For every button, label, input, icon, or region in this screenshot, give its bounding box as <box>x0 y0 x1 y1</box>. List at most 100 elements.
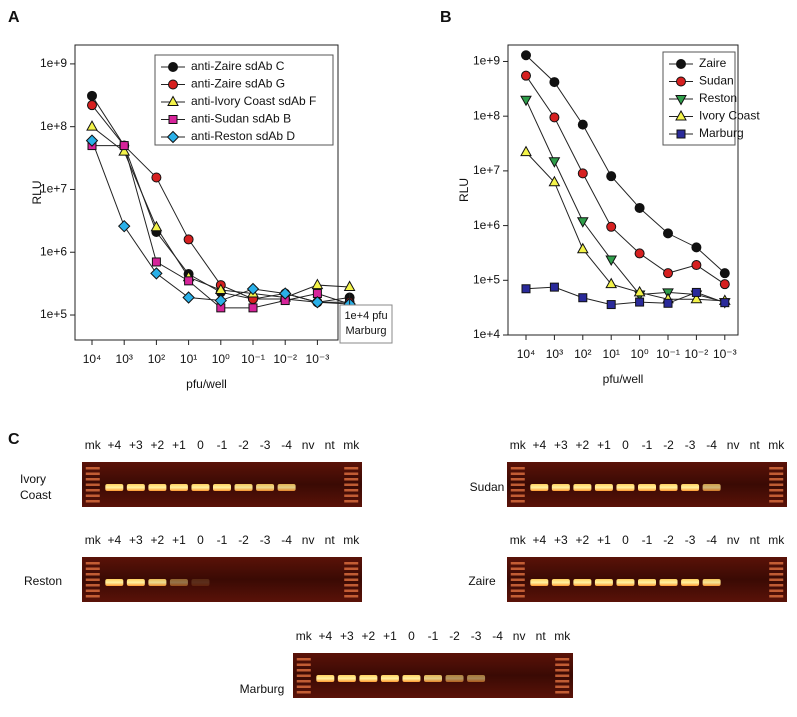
marker <box>246 282 260 296</box>
gel-band <box>573 484 592 491</box>
ladder-band <box>85 500 100 503</box>
marker <box>87 100 97 111</box>
lane-label: +3 <box>129 533 143 547</box>
ladder-band <box>85 483 100 486</box>
y-tick-label: 1e+8 <box>40 119 67 133</box>
gel-band <box>277 484 296 491</box>
marker <box>676 76 686 87</box>
gel-name: Ivory <box>20 472 46 486</box>
lane-label: -3 <box>685 438 696 452</box>
x-tick-label: 10⁻² <box>685 347 709 361</box>
ladder-band <box>85 467 100 470</box>
ladder-band <box>344 589 359 592</box>
x-tick-label: 10² <box>148 352 165 366</box>
ladder-band <box>85 478 100 481</box>
ladder-band <box>555 685 570 688</box>
ladder-band <box>85 595 100 598</box>
lane-label: mk <box>343 533 360 547</box>
gel-band <box>424 675 442 682</box>
lane-label: +4 <box>107 533 121 547</box>
y-tick-label: 1e+5 <box>473 272 500 286</box>
ladder-band <box>85 489 100 492</box>
ladder-band <box>85 589 100 592</box>
marker <box>675 95 687 106</box>
ladder-band <box>344 584 359 587</box>
ladder-band <box>85 567 100 570</box>
marker <box>719 279 730 290</box>
gel-band <box>659 579 678 586</box>
y-tick-label: 1e+9 <box>40 56 67 70</box>
y-tick-label: 1e+4 <box>473 327 500 341</box>
marker <box>182 291 195 304</box>
lane-label: -2 <box>449 629 460 643</box>
legend-label: anti-Zaire sdAb C <box>191 59 285 73</box>
marker <box>184 276 194 286</box>
lane-label: mk <box>768 533 785 547</box>
ladder-band <box>769 562 784 565</box>
gel-band <box>105 579 124 586</box>
ladder-band <box>296 674 311 677</box>
ladder-band <box>510 595 525 598</box>
lane-label: mk <box>296 629 313 643</box>
lane-label: nv <box>727 533 740 547</box>
gel-name: Coast <box>20 488 52 502</box>
gel-name: Marburg <box>240 682 285 696</box>
gel-band <box>316 675 335 682</box>
marker <box>719 268 730 279</box>
lane-label: -2 <box>238 533 249 547</box>
lane-label: nv <box>302 533 315 547</box>
ladder-band <box>296 669 311 672</box>
y-axis-title: RLU <box>30 180 44 204</box>
ladder-band <box>85 578 100 581</box>
lane-label: +3 <box>129 438 143 452</box>
x-tick-label: 10⁰ <box>631 347 649 361</box>
ladder-band <box>85 584 100 587</box>
lane-label: mk <box>554 629 571 643</box>
marker <box>86 120 98 131</box>
x-tick-label: 10³ <box>546 347 563 361</box>
gel-band <box>594 579 613 586</box>
lane-label: -1 <box>217 533 228 547</box>
ladder-band <box>344 500 359 503</box>
gel-band <box>126 484 145 491</box>
gel-band <box>337 675 356 682</box>
marker <box>117 219 131 233</box>
ladder-band <box>510 483 525 486</box>
gel-band <box>702 484 721 491</box>
marker <box>634 248 645 259</box>
ladder-band <box>510 584 525 587</box>
plot-frame <box>507 44 739 336</box>
lane-label: +2 <box>151 438 165 452</box>
annotation: Marburg <box>346 325 387 337</box>
ladder-band <box>344 573 359 576</box>
x-tick-label: 10⁻³ <box>713 347 737 361</box>
ladder-band <box>296 680 311 683</box>
marker <box>278 287 292 300</box>
legend-label: Reston <box>699 91 737 105</box>
lane-label: mk <box>510 533 527 547</box>
ladder-band <box>344 578 359 581</box>
gel-band <box>551 484 570 491</box>
marker <box>576 242 589 254</box>
lane-label: -1 <box>428 629 439 643</box>
lane-label: nt <box>750 533 761 547</box>
ladder-band <box>510 562 525 565</box>
ladder-band <box>510 578 525 581</box>
lane-label: -3 <box>471 629 482 643</box>
marker <box>548 157 561 168</box>
x-tick-label: 10⁴ <box>83 352 102 366</box>
gel-band <box>573 579 592 586</box>
lane-label: mk <box>510 438 527 452</box>
lane-label: -1 <box>642 438 653 452</box>
ladder-band <box>769 483 784 486</box>
ladder-band <box>769 584 784 587</box>
marker <box>549 282 559 292</box>
lane-label: mk <box>85 533 102 547</box>
lane-label: -4 <box>706 533 717 547</box>
y-tick-label: 1e+5 <box>40 307 67 321</box>
lane-label: mk <box>768 438 785 452</box>
marker <box>248 303 258 313</box>
lane-label: -3 <box>260 533 271 547</box>
x-tick-label: 10⁻² <box>273 352 297 366</box>
ladder-band <box>769 472 784 475</box>
